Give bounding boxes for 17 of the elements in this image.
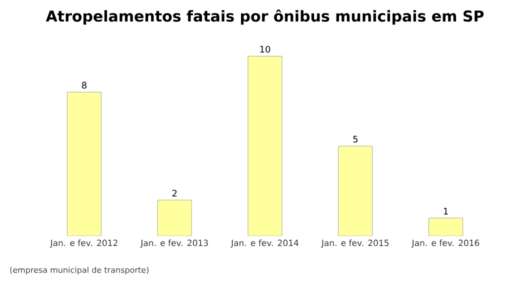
data-label: 1 bbox=[444, 208, 448, 214]
data-label: 10 bbox=[260, 46, 270, 53]
data-label: 5 bbox=[353, 136, 358, 143]
x-tick-label: Jan. e fev. 2012 bbox=[50, 240, 118, 248]
chart-title: Atropelamentos fatais por ônibus municipais em SP bbox=[46, 10, 484, 25]
text: (empresa municipal de transporte) bbox=[10, 266, 148, 274]
data-label: 8 bbox=[82, 82, 86, 89]
bar bbox=[338, 146, 373, 236]
bar bbox=[248, 56, 282, 236]
bar bbox=[157, 200, 192, 236]
data-label: 2 bbox=[172, 190, 177, 196]
x-tick-label: Jan. e fev. 2015 bbox=[321, 240, 389, 248]
x-tick-label: Jan. e fev. 2014 bbox=[230, 240, 298, 248]
bar bbox=[428, 218, 463, 236]
bar bbox=[67, 92, 102, 236]
x-tick-label: Jan. e fev. 2013 bbox=[140, 240, 208, 248]
x-tick-label: Jan. e fev. 2016 bbox=[411, 240, 480, 248]
